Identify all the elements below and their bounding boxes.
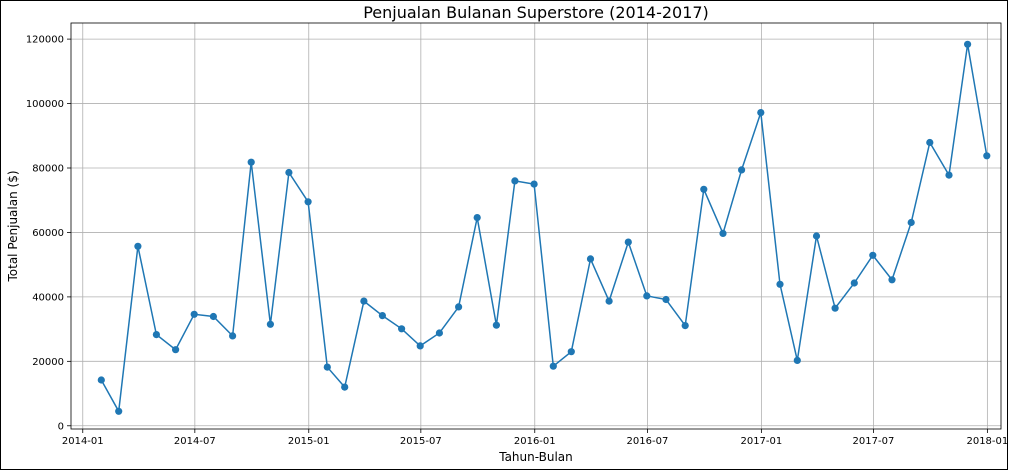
data-point bbox=[266, 320, 274, 328]
x-tick-label: 2015-01 bbox=[288, 436, 330, 447]
data-point bbox=[285, 168, 293, 177]
x-tick-label: 2015-07 bbox=[400, 436, 442, 447]
data-point bbox=[757, 109, 765, 117]
y-tick-label: 120000 bbox=[26, 35, 64, 46]
data-point bbox=[473, 214, 481, 222]
chart-title: Penjualan Bulanan Superstore (2014-2017) bbox=[363, 3, 709, 22]
x-tick-label: 2014-07 bbox=[174, 436, 216, 447]
y-tick-label: 80000 bbox=[32, 164, 64, 175]
data-point bbox=[435, 329, 443, 337]
data-point bbox=[398, 325, 406, 333]
data-point bbox=[247, 158, 255, 166]
data-point bbox=[341, 383, 349, 391]
y-tick-label: 40000 bbox=[32, 292, 64, 303]
data-point bbox=[455, 303, 463, 311]
data-point bbox=[738, 166, 746, 174]
data-point bbox=[209, 312, 217, 321]
x-tick-label: 2016-01 bbox=[514, 436, 556, 447]
data-point bbox=[681, 322, 689, 330]
data-point bbox=[549, 362, 557, 370]
data-point bbox=[964, 40, 972, 48]
plot-area-border bbox=[70, 22, 1002, 430]
data-point bbox=[888, 276, 896, 284]
data-point bbox=[776, 280, 784, 288]
x-tick-label: 2014-01 bbox=[62, 436, 104, 447]
data-point bbox=[567, 348, 575, 356]
x-tick-label: 2017-01 bbox=[740, 436, 782, 447]
data-point bbox=[926, 138, 934, 147]
data-point bbox=[511, 177, 519, 185]
data-point bbox=[378, 312, 386, 320]
data-point bbox=[115, 407, 123, 415]
data-point bbox=[793, 356, 801, 364]
data-point bbox=[152, 331, 160, 339]
y-axis-label: Total Penjualan ($) bbox=[6, 170, 20, 282]
data-point bbox=[323, 363, 331, 371]
y-tick-label: 60000 bbox=[32, 228, 64, 239]
data-point bbox=[416, 342, 424, 350]
data-point bbox=[907, 218, 915, 227]
x-tick-label: 2018-01 bbox=[966, 436, 1008, 447]
y-tick-label: 0 bbox=[58, 421, 64, 432]
data-point bbox=[945, 171, 953, 179]
data-point bbox=[190, 310, 198, 318]
data-point bbox=[983, 152, 991, 160]
data-point bbox=[492, 321, 500, 329]
data-point bbox=[530, 180, 538, 188]
data-point bbox=[662, 295, 670, 304]
data-point bbox=[304, 198, 312, 206]
y-tick-label: 20000 bbox=[32, 357, 64, 368]
data-point bbox=[97, 376, 105, 384]
data-point bbox=[360, 297, 368, 305]
series-line bbox=[100, 44, 988, 414]
y-tick-label: 100000 bbox=[26, 99, 64, 110]
x-tick-label: 2017-07 bbox=[853, 436, 895, 447]
data-point bbox=[850, 279, 858, 287]
x-axis-label: Tahun-Bulan bbox=[498, 450, 573, 464]
data-point bbox=[229, 332, 237, 340]
data-point bbox=[586, 255, 595, 263]
data-point bbox=[172, 346, 180, 354]
data-point bbox=[700, 185, 708, 193]
data-point bbox=[624, 238, 632, 246]
data-point bbox=[812, 232, 821, 240]
data-point bbox=[134, 242, 142, 250]
data-point bbox=[831, 304, 839, 312]
data-point bbox=[719, 229, 727, 237]
data-point bbox=[605, 297, 613, 305]
data-point bbox=[869, 251, 877, 259]
x-tick-label: 2016-07 bbox=[627, 436, 669, 447]
data-point bbox=[643, 292, 651, 300]
